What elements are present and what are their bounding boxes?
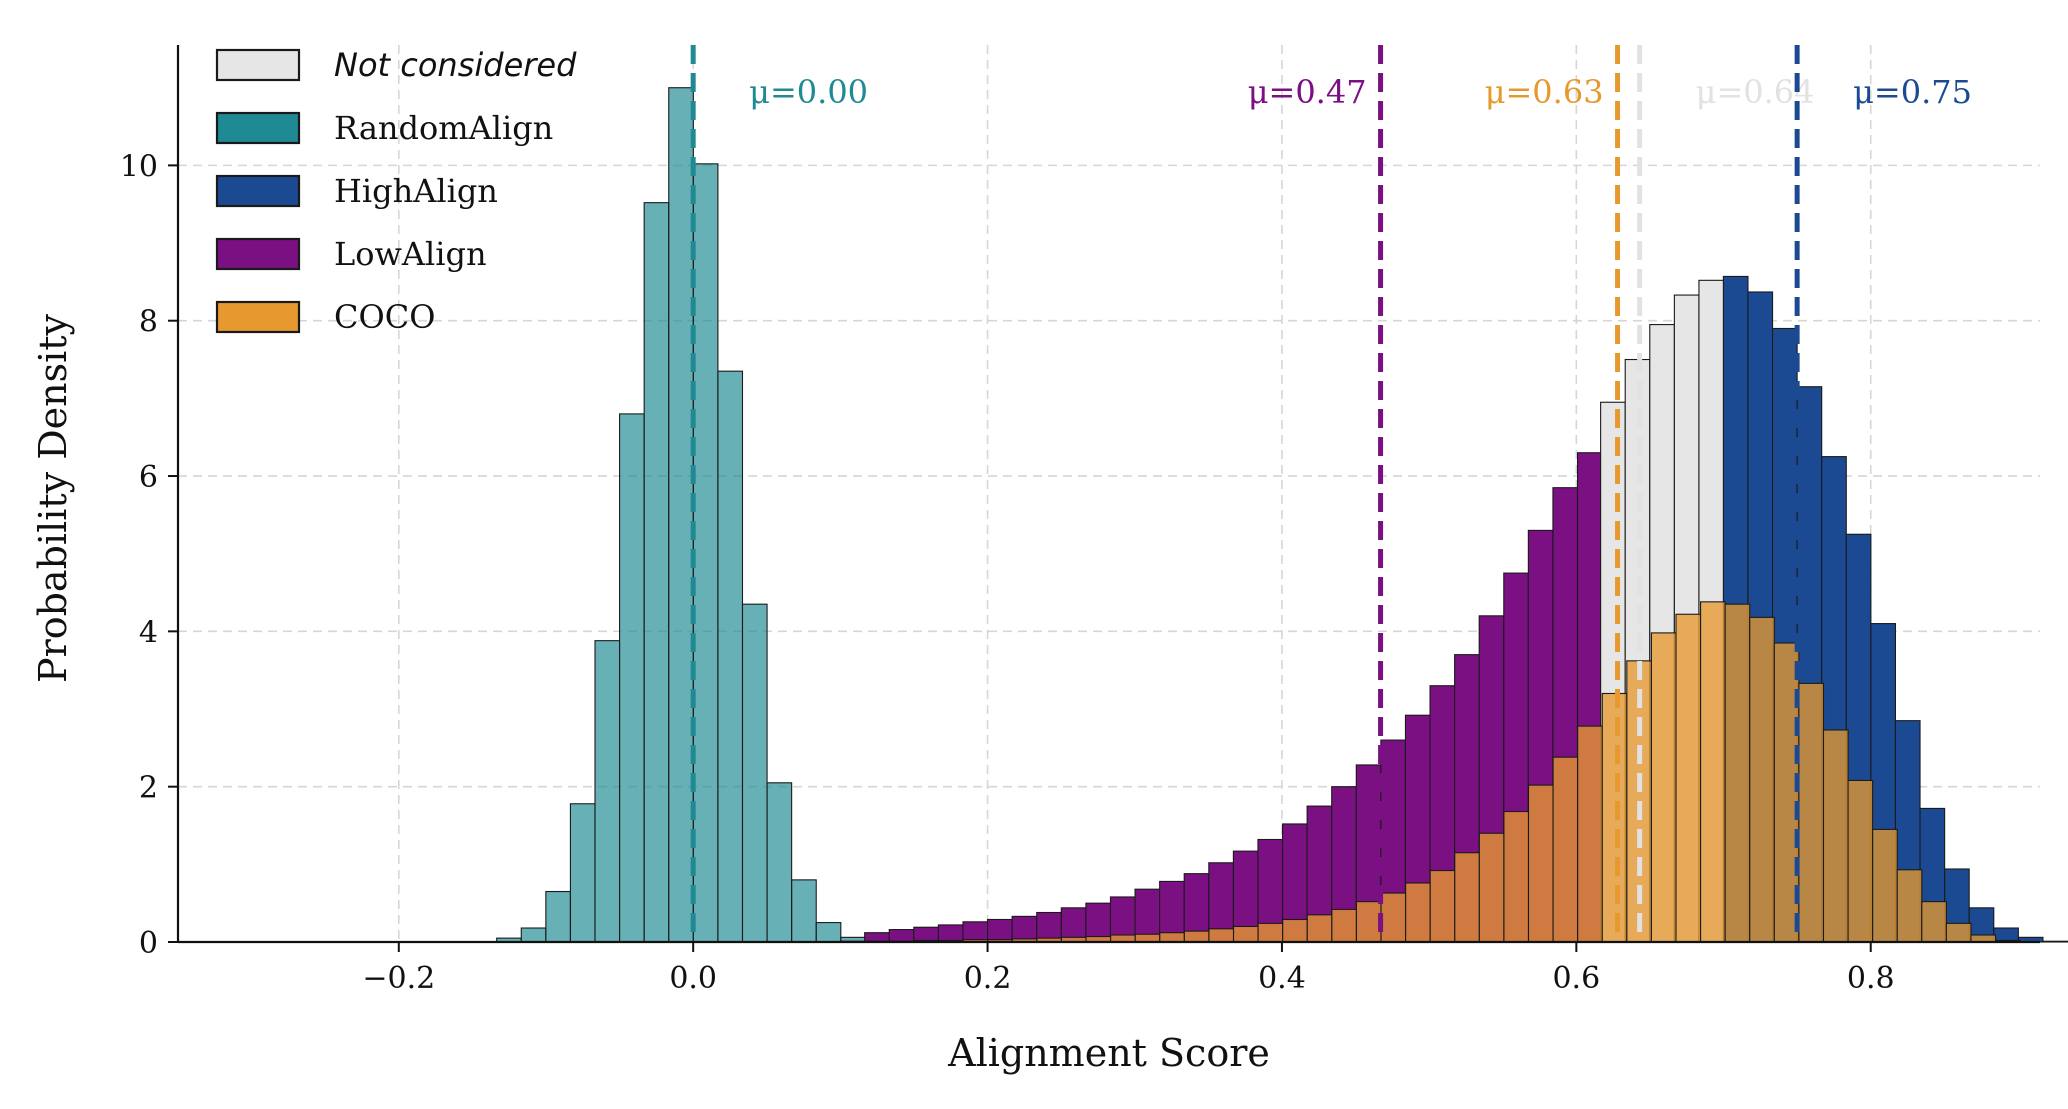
bar-low — [1085, 902, 1112, 943]
bar-coco — [1527, 784, 1554, 943]
bar-random — [545, 890, 571, 943]
axes — [176, 45, 2040, 944]
y-tick-label: 4 — [139, 615, 158, 650]
bar-coco — [1503, 810, 1530, 943]
bar-coco — [1208, 928, 1235, 943]
bar-coco — [1945, 922, 1972, 943]
legend-swatch — [215, 237, 301, 271]
bar-random — [668, 87, 694, 943]
bar-random — [594, 640, 621, 943]
bar-coco — [1478, 832, 1505, 943]
legend-label: COCO — [334, 298, 435, 336]
bar-coco — [1896, 869, 1923, 943]
legend-swatch — [215, 111, 301, 145]
bar-low — [987, 918, 1013, 943]
y-tick-label: 0 — [139, 926, 158, 961]
legend-label: LowAlign — [334, 235, 487, 273]
bar-coco — [1232, 925, 1259, 943]
y-tick-label: 6 — [139, 460, 158, 495]
legend-item-nc: Not considered — [215, 46, 577, 84]
x-tick-label: 0.4 — [1258, 961, 1306, 996]
bar-coco — [1306, 914, 1333, 943]
bar-low — [1036, 911, 1062, 943]
bar-low — [937, 924, 964, 943]
mean-label-low: μ=0.47 — [1248, 73, 1367, 111]
axis-ticks: −0.2 0.0 0.2 0.4 0.6 0.8 0 2 4 6 8 10 — [120, 149, 1895, 996]
bar-coco — [1355, 901, 1382, 943]
mean-label-random: μ=0.00 — [749, 73, 868, 111]
bar-coco — [1847, 779, 1874, 943]
legend-item-high: HighAlign — [215, 172, 498, 210]
x-tick-label: 0.2 — [964, 961, 1012, 996]
bar-high — [2042, 940, 2068, 943]
bar-coco — [1552, 756, 1579, 943]
legend-label: Not considered — [334, 46, 577, 84]
bar-coco — [1921, 901, 1947, 943]
bar-coco — [1257, 922, 1284, 943]
bar-coco — [1822, 729, 1849, 943]
bar-low — [1011, 915, 1038, 943]
legend-item-low: LowAlign — [215, 235, 487, 273]
bar-coco — [1183, 930, 1210, 943]
bar-coco — [1282, 918, 1308, 943]
legend-item-coco: COCO — [215, 298, 435, 336]
bar-coco — [1159, 932, 1185, 943]
bar-random — [692, 163, 719, 943]
bar-coco — [1798, 682, 1825, 943]
y-tick-label: 2 — [139, 771, 158, 806]
bar-coco — [1749, 616, 1775, 943]
legend-swatch — [215, 48, 301, 82]
legend-swatch — [215, 174, 301, 208]
bar-coco — [1134, 933, 1161, 943]
bar-random — [717, 370, 744, 943]
y-axis-title: Probability Density — [31, 313, 75, 683]
bar-random — [569, 803, 596, 943]
bar-coco — [1577, 725, 1603, 943]
bar-random — [520, 927, 547, 943]
x-tick-label: −0.2 — [362, 961, 435, 996]
bar-coco — [1601, 692, 1628, 943]
mean-lines: μ=0.00 μ=0.47 μ=0.63 μ=0.64 μ=0.75 — [690, 45, 1972, 942]
bar-coco — [1700, 601, 1726, 943]
x-tick-label: 0.0 — [669, 961, 717, 996]
legend-label: RandomAlign — [334, 109, 553, 147]
y-tick-label: 8 — [139, 305, 158, 340]
bar-low — [864, 932, 890, 943]
x-tick-label: 0.8 — [1847, 961, 1895, 996]
bar-low — [962, 921, 989, 943]
bar-coco — [1380, 892, 1407, 943]
x-axis-title: Alignment Score — [947, 1031, 1270, 1075]
bar-coco — [1454, 852, 1480, 943]
bar-random — [766, 782, 793, 943]
x-tick-label: 0.6 — [1552, 961, 1600, 996]
bar-random — [619, 413, 645, 943]
bar-coco — [1331, 908, 1357, 943]
mean-label-coco: μ=0.63 — [1485, 73, 1604, 111]
bar-low — [888, 929, 915, 943]
legend-item-random: RandomAlign — [215, 109, 553, 147]
y-tick-label: 10 — [120, 149, 158, 184]
bar-coco — [1724, 603, 1751, 943]
bar-coco — [1675, 613, 1702, 943]
bar-random — [815, 922, 842, 943]
bar-coco — [1872, 828, 1898, 943]
bar-random — [643, 202, 670, 943]
bar-random — [741, 603, 768, 943]
bar-low — [913, 926, 939, 943]
bar-coco — [1650, 632, 1677, 943]
histogram-bars — [496, 87, 2068, 943]
legend-label: HighAlign — [334, 172, 498, 210]
bar-coco — [1429, 869, 1456, 943]
bar-coco — [1405, 882, 1431, 943]
legend: Not considered RandomAlign HighAlign LowAli… — [215, 46, 577, 336]
bar-random — [791, 879, 817, 943]
mean-label-high: μ=0.75 — [1853, 73, 1972, 111]
series-coco — [839, 601, 2021, 943]
legend-swatch — [215, 300, 301, 334]
